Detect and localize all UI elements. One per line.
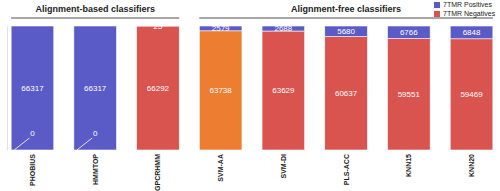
x-tick-label: HMMTOP — [92, 154, 99, 185]
data-label: 2688 — [274, 24, 292, 33]
bar-segment — [325, 37, 368, 150]
data-label: 63629 — [272, 86, 295, 95]
x-tick-label: GPCRHMM — [154, 154, 161, 191]
data-label: 6848 — [463, 28, 481, 37]
leader-line — [14, 138, 29, 150]
legend-item: 7TMR Negatives — [434, 10, 496, 18]
leader-line — [77, 138, 92, 150]
data-label: 66292 — [147, 84, 170, 93]
x-tick: KNN20 — [468, 150, 475, 177]
x-tick-label: KNN20 — [468, 154, 475, 177]
data-label: 59469 — [460, 90, 483, 99]
bar-segment — [450, 39, 493, 150]
data-label: 5680 — [337, 27, 355, 36]
data-label: 59551 — [398, 90, 421, 99]
data-label: 2579 — [212, 24, 230, 33]
x-tick: PLS-ACC — [343, 150, 350, 185]
x-tick: HMMTOP — [92, 150, 99, 185]
x-axis: PHOBIUS HMMTOP GPCRHMM SVM-AA SVM-DI PLS-ACC K… — [29, 150, 475, 191]
data-label: 6766 — [400, 28, 418, 37]
legend-item: 7TMR Positives — [434, 1, 493, 8]
x-tick-label: SVM-DI — [280, 154, 287, 179]
legend: 7TMR Positives 7TMR Negatives — [434, 1, 496, 18]
x-tick: SVM-DI — [280, 150, 287, 179]
group-line — [199, 18, 493, 19]
bar-segment — [387, 39, 430, 150]
data-label: 60637 — [335, 89, 358, 98]
bar-segment — [74, 26, 117, 150]
bar-segment — [387, 26, 430, 39]
data-label: 25 — [153, 22, 162, 31]
bar-segment — [325, 26, 368, 37]
data-labels: 0 0 66292 63738 63629 60637 59551 59469 66317 663… — [14, 22, 483, 150]
x-tick: SVM-AA — [217, 150, 224, 182]
y-axis — [7, 27, 8, 151]
x-tick: GPCRHMM — [154, 150, 161, 191]
bar-segment — [11, 26, 54, 150]
x-tick: PHOBIUS — [29, 150, 36, 186]
legend-label: 7TMR Positives — [443, 1, 493, 8]
data-label: 0 — [93, 129, 98, 138]
bars — [11, 26, 493, 150]
data-label: 63738 — [210, 86, 233, 95]
x-tick-label: PLS-ACC — [343, 154, 350, 185]
group-line — [11, 18, 179, 19]
data-label: 66317 — [84, 84, 107, 93]
groups: Alignment-based classifiers Alignment-fre… — [11, 4, 493, 18]
x-tick-label: PHOBIUS — [29, 154, 36, 186]
x-tick-label: KNN15 — [405, 154, 412, 177]
group-label: Alignment-free classifiers — [291, 4, 401, 14]
bar-segment — [450, 26, 493, 39]
bar-segment — [199, 31, 242, 150]
y-axis-line — [7, 27, 8, 151]
legend-swatch — [434, 2, 440, 8]
bar-segment — [137, 26, 180, 150]
data-label: 66317 — [21, 84, 44, 93]
legend-label: 7TMR Negatives — [443, 10, 496, 18]
group-label: Alignment-based classifiers — [35, 4, 155, 14]
data-label: 0 — [30, 129, 35, 138]
legend-swatch — [434, 11, 440, 17]
x-tick-label: SVM-AA — [217, 154, 224, 182]
x-tick: KNN15 — [405, 150, 412, 177]
bar-segment — [262, 31, 305, 150]
